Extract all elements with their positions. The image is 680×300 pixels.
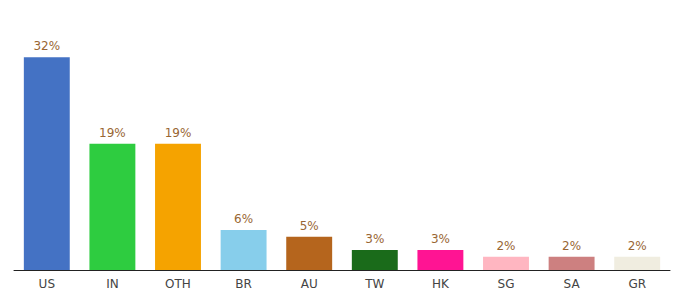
svg-text:19%: 19% <box>165 126 192 140</box>
svg-text:5%: 5% <box>300 219 319 233</box>
svg-text:19%: 19% <box>99 126 126 140</box>
svg-text:AU: AU <box>301 277 318 291</box>
svg-text:TW: TW <box>364 277 384 291</box>
svg-text:3%: 3% <box>365 232 384 246</box>
svg-text:BR: BR <box>235 277 252 291</box>
svg-text:2%: 2% <box>628 239 647 253</box>
svg-text:GR: GR <box>628 277 646 291</box>
svg-text:3%: 3% <box>431 232 450 246</box>
svg-text:2%: 2% <box>562 239 581 253</box>
svg-text:SA: SA <box>564 277 581 291</box>
svg-text:32%: 32% <box>33 39 60 53</box>
svg-text:IN: IN <box>106 277 119 291</box>
svg-text:6%: 6% <box>234 212 253 226</box>
svg-text:HK: HK <box>432 277 450 291</box>
svg-text:2%: 2% <box>496 239 515 253</box>
svg-text:OTH: OTH <box>165 277 191 291</box>
svg-text:SG: SG <box>498 277 515 291</box>
svg-text:US: US <box>39 277 55 291</box>
